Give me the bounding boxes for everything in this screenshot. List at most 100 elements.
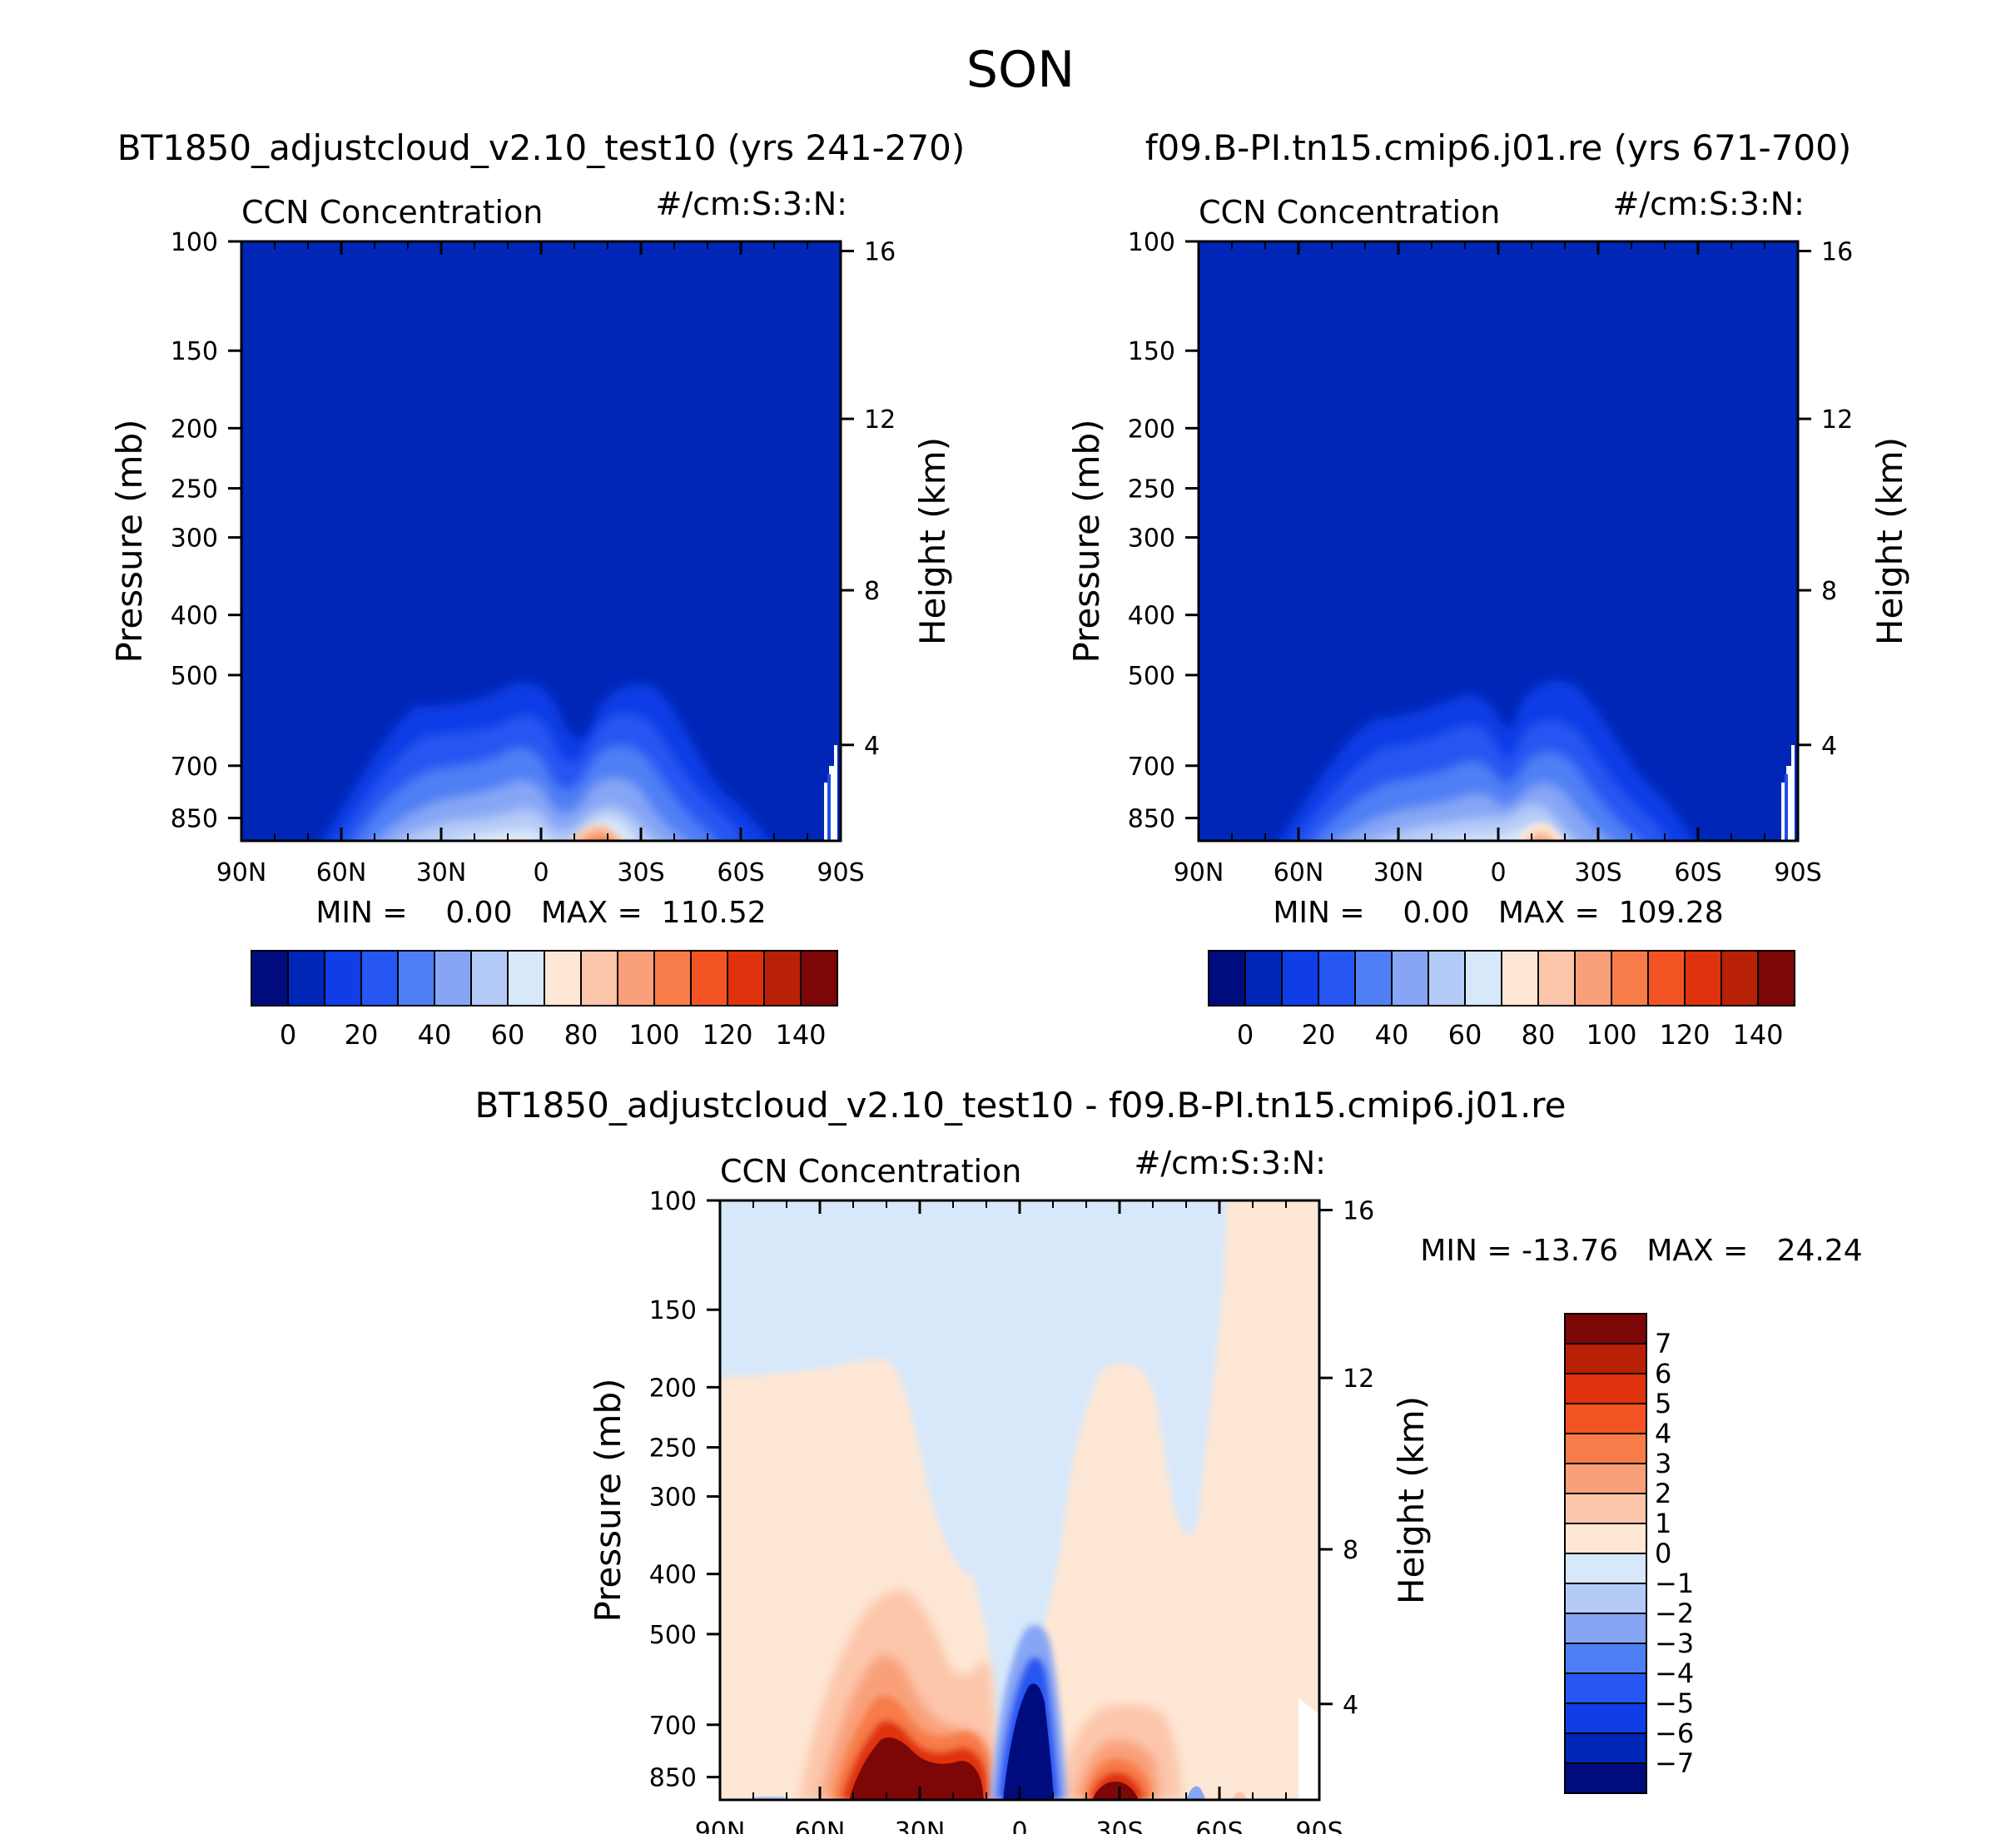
panel-b-units-label: #/cm:S:3:N: <box>1613 186 1805 222</box>
y-tick-label: 700 <box>171 753 218 782</box>
colorbar-swatch <box>1428 950 1466 1006</box>
x-tick-label: 60N <box>316 858 367 887</box>
x-tick-label: 30N <box>895 1817 946 1834</box>
colorbar-swatch <box>1757 950 1795 1006</box>
y2-tick-label: 8 <box>1343 1536 1358 1565</box>
y-tick-label: 150 <box>1128 337 1175 366</box>
x-tick-label: 90S <box>1295 1817 1343 1834</box>
panel-b: f09.B-PI.tn15.cmip6.j01.re (yrs 671-700)… <box>1066 127 1910 1051</box>
y2-tick-label: 16 <box>1343 1197 1374 1226</box>
colorbar-label: 4 <box>1655 1418 1671 1449</box>
colorbar-swatch <box>1564 1313 1647 1344</box>
y-tick-label: 850 <box>649 1764 697 1793</box>
y-tick-label: 200 <box>171 415 218 444</box>
colorbar-swatch <box>690 950 728 1006</box>
x-tick-label: 0 <box>1011 1817 1027 1834</box>
colorbar-swatch <box>397 950 435 1006</box>
y-tick-label: 850 <box>171 805 218 834</box>
colorbar-label: 0 <box>1655 1538 1671 1569</box>
colorbar-label: 100 <box>1586 1019 1636 1051</box>
colorbar-label: 20 <box>1302 1019 1336 1051</box>
colorbar-label: 100 <box>628 1019 679 1051</box>
colorbar-label: 80 <box>1522 1019 1556 1051</box>
colorbar-swatch <box>544 950 582 1006</box>
panel-b-field <box>1199 241 1798 841</box>
colorbar-swatch <box>324 950 362 1006</box>
y-tick-label: 100 <box>171 228 218 257</box>
panel-diff: BT1850_adjustcloud_v2.10_test10 - f09.B-… <box>474 1085 1862 1834</box>
colorbar-label: 20 <box>345 1019 379 1051</box>
colorbar-label: −7 <box>1655 1747 1694 1779</box>
colorbar-label: 40 <box>418 1019 452 1051</box>
colorbar-label: 60 <box>1448 1019 1482 1051</box>
panel-diff-variable-label: CCN Concentration <box>720 1153 1021 1190</box>
colorbar-label: 2 <box>1655 1478 1671 1509</box>
colorbar-swatch <box>1564 1523 1647 1554</box>
colorbar-swatch <box>1564 1463 1647 1494</box>
y2-tick-label: 8 <box>864 577 880 606</box>
colorbar-swatch <box>1564 1343 1647 1374</box>
colorbar-swatch <box>617 950 655 1006</box>
x-tick-label: 60S <box>1674 858 1721 887</box>
page-title: SON <box>966 41 1075 99</box>
x-tick-label: 90S <box>1774 858 1821 887</box>
panel-a-colorbar: 0 20 40 60 80 100 120 140 <box>251 950 838 1051</box>
colorbar-swatch <box>1564 1672 1647 1704</box>
colorbar-label: −5 <box>1655 1687 1694 1719</box>
colorbar-swatch <box>653 950 692 1006</box>
colorbar-swatch <box>1354 950 1393 1006</box>
colorbar-swatch <box>1647 950 1686 1006</box>
y-tick-label: 300 <box>649 1484 697 1513</box>
panel-a-min-max: MIN = 0.00 MAX = 110.52 <box>315 896 766 930</box>
y2-tick-label: 4 <box>864 732 880 761</box>
panel-diff-units-label: #/cm:S:3:N: <box>1135 1145 1327 1181</box>
colorbar-swatch <box>1564 1702 1647 1734</box>
colorbar-label: −6 <box>1655 1717 1694 1749</box>
colorbar-label: −3 <box>1655 1628 1694 1659</box>
colorbar-swatch <box>800 950 838 1006</box>
y2-tick-label: 16 <box>1821 238 1853 267</box>
colorbar-swatch <box>1564 1732 1647 1764</box>
y2-tick-label: 16 <box>864 238 896 267</box>
colorbar-swatch <box>1208 950 1246 1006</box>
x-tick-label: 90N <box>695 1817 746 1834</box>
panel-a-field <box>241 241 841 841</box>
x-tick-label: 0 <box>1490 858 1506 887</box>
colorbar-label: 120 <box>702 1019 752 1051</box>
colorbar-swatch <box>1684 950 1722 1006</box>
y-tick-label: 250 <box>171 475 218 504</box>
x-tick-label: 60N <box>1274 858 1324 887</box>
x-tick-label: 30N <box>416 858 467 887</box>
colorbar-swatch <box>1564 1613 1647 1644</box>
x-tick-label: 90S <box>817 858 864 887</box>
y-tick-label: 500 <box>171 662 218 691</box>
y-tick-label: 700 <box>649 1712 697 1741</box>
y2-tick-label: 12 <box>1343 1364 1374 1394</box>
colorbar-label: 60 <box>491 1019 525 1051</box>
y-tick-label: 250 <box>649 1434 697 1464</box>
y-tick-label: 100 <box>649 1187 697 1216</box>
colorbar-label: 3 <box>1655 1448 1671 1479</box>
panel-b-ylabel: Pressure (mb) <box>1066 419 1107 663</box>
colorbar-label: 80 <box>564 1019 598 1051</box>
y-tick-label: 250 <box>1128 475 1175 504</box>
colorbar-swatch <box>360 950 399 1006</box>
panel-diff-ylabel-right: Height (km) <box>1391 1396 1432 1604</box>
colorbar-swatch <box>1281 950 1319 1006</box>
y2-tick-label: 8 <box>1821 577 1837 606</box>
x-tick-label: 60N <box>795 1817 846 1834</box>
colorbar-swatch <box>1318 950 1356 1006</box>
colorbar-swatch <box>1611 950 1649 1006</box>
colorbar-swatch <box>470 950 509 1006</box>
y2-tick-label: 12 <box>864 405 896 435</box>
panel-a-variable-label: CCN Concentration <box>241 194 543 231</box>
y-tick-label: 850 <box>1128 805 1175 834</box>
colorbar-swatch <box>580 950 618 1006</box>
y-tick-label: 500 <box>1128 662 1175 691</box>
panel-a-units-label: #/cm:S:3:N: <box>656 186 848 222</box>
panel-a-ylabel: Pressure (mb) <box>109 419 150 663</box>
colorbar-swatch <box>1564 1403 1647 1434</box>
colorbar-swatch <box>1564 1493 1647 1524</box>
